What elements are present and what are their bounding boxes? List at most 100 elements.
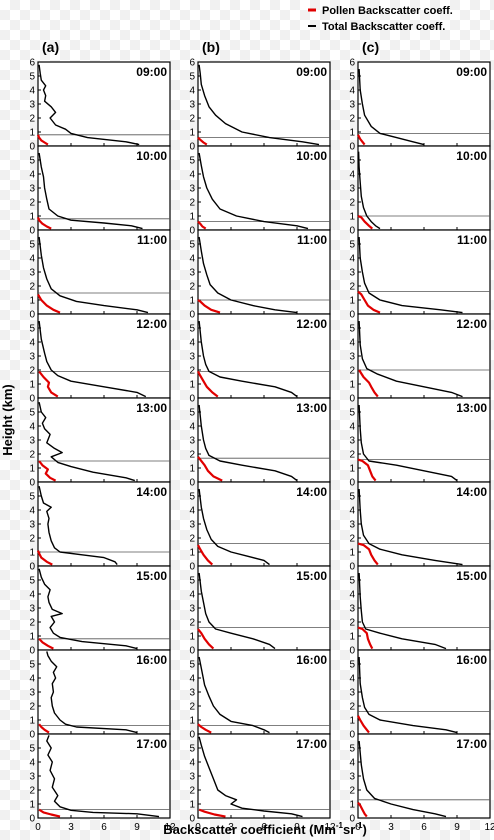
y-tick-label: 4 bbox=[29, 674, 35, 685]
pollen-backscatter-line bbox=[197, 723, 212, 734]
y-tick-label: 3 bbox=[29, 436, 35, 447]
y-tick-label: 3 bbox=[189, 688, 195, 699]
y-tick-label: 2 bbox=[29, 450, 35, 461]
y-tick-label: 4 bbox=[349, 254, 355, 265]
pollen-backscatter-line bbox=[38, 460, 57, 482]
y-tick-label: 2 bbox=[29, 702, 35, 713]
panel-b-1000: 0 1 2 3 4 5 10:00 bbox=[189, 145, 331, 237]
y-tick-label: 2 bbox=[189, 786, 195, 797]
y-tick-label: 1 bbox=[349, 800, 355, 811]
y-tick-label: 3 bbox=[189, 436, 195, 447]
y-tick-label: 1 bbox=[349, 548, 355, 559]
y-tick-label: 0 bbox=[189, 730, 195, 741]
panel-frame bbox=[197, 565, 331, 651]
total-backscatter-line bbox=[46, 735, 160, 818]
y-tick-label: 1 bbox=[189, 548, 195, 559]
y-tick-label: 5 bbox=[189, 660, 195, 671]
x-tick-label: 9 bbox=[454, 822, 460, 833]
total-backscatter-line bbox=[198, 572, 276, 650]
x-tick-label: 6 bbox=[261, 822, 267, 833]
panel-a-1300: 0 1 2 3 4 5 13:00 bbox=[29, 397, 171, 489]
x-axis-title: Backscatter coefficient (Mm-1sr-1) bbox=[163, 821, 367, 837]
total-backscatter-line bbox=[198, 320, 298, 398]
y-tick-label: 5 bbox=[29, 744, 35, 755]
y-tick-label: 1 bbox=[349, 716, 355, 727]
time-label: 11:00 bbox=[297, 233, 327, 247]
pollen-backscatter-line bbox=[38, 808, 61, 818]
time-label: 14:00 bbox=[296, 485, 327, 499]
y-tick-label: 0 bbox=[29, 142, 35, 153]
y-tick-label: 2 bbox=[29, 114, 35, 125]
y-tick-label: 4 bbox=[349, 422, 355, 433]
x-axis-title-sup2: -1 bbox=[355, 821, 363, 830]
time-label: 12:00 bbox=[136, 317, 167, 331]
y-tick-label: 2 bbox=[349, 198, 355, 209]
x-tick-label: 12 bbox=[484, 822, 494, 833]
y-tick-label: 2 bbox=[349, 114, 355, 125]
y-tick-label: 0 bbox=[189, 814, 195, 825]
panel-frame bbox=[37, 733, 171, 819]
y-axis-title: Height (km) bbox=[0, 384, 15, 456]
y-tick-label: 1 bbox=[29, 464, 35, 475]
y-tick-label: 2 bbox=[29, 366, 35, 377]
y-tick-label: 5 bbox=[189, 72, 195, 83]
panel-a-1200: 0 1 2 3 4 5 12:00 bbox=[29, 313, 171, 405]
panel-c-1600: 0 1 2 3 4 5 16:00 bbox=[349, 649, 491, 741]
x-tick-label: 0 bbox=[195, 822, 201, 833]
panel-frame bbox=[357, 313, 491, 399]
time-label: 16:00 bbox=[456, 653, 487, 667]
y-tick-label: 5 bbox=[189, 408, 195, 419]
y-tick-label: 4 bbox=[29, 170, 35, 181]
total-backscatter-line bbox=[38, 152, 143, 230]
y-tick-label: 6 bbox=[189, 58, 195, 69]
panel-label-b: (b) bbox=[202, 39, 220, 55]
y-tick-label: 4 bbox=[189, 590, 195, 601]
y-tick-label: 4 bbox=[29, 86, 35, 97]
y-tick-label: 4 bbox=[29, 254, 35, 265]
panel-frame bbox=[37, 229, 171, 315]
pollen-backscatter-line bbox=[357, 626, 374, 650]
time-label: 15:00 bbox=[456, 569, 487, 583]
y-tick-label: 3 bbox=[349, 100, 355, 111]
panel-frame bbox=[37, 61, 171, 147]
time-label: 14:00 bbox=[456, 485, 487, 499]
y-tick-label: 5 bbox=[349, 744, 355, 755]
y-tick-label: 0 bbox=[349, 646, 355, 657]
y-tick-label: 0 bbox=[349, 730, 355, 741]
y-tick-label: 2 bbox=[189, 366, 195, 377]
y-tick-label: 5 bbox=[189, 744, 195, 755]
panel-frame bbox=[37, 397, 171, 483]
legend: Pollen Backscatter coeff. Total Backscat… bbox=[308, 5, 453, 33]
y-tick-label: 5 bbox=[29, 492, 35, 503]
total-backscatter-line bbox=[38, 236, 149, 314]
y-tick-label: 2 bbox=[349, 366, 355, 377]
y-tick-label: 4 bbox=[349, 338, 355, 349]
y-tick-label: 4 bbox=[29, 590, 35, 601]
y-tick-label: 5 bbox=[349, 492, 355, 503]
y-tick-label: 2 bbox=[29, 618, 35, 629]
panel-a-0900: 0 1 2 3 4 5 6 09:00 bbox=[29, 58, 171, 153]
y-tick-label: 2 bbox=[349, 534, 355, 545]
legend-pollen-label: Pollen Backscatter coeff. bbox=[322, 5, 453, 17]
time-label: 09:00 bbox=[456, 65, 487, 79]
y-tick-label: 1 bbox=[29, 296, 35, 307]
y-tick-label: 3 bbox=[29, 268, 35, 279]
total-backscatter-line bbox=[198, 656, 270, 734]
y-tick-label: 1 bbox=[189, 464, 195, 475]
y-tick-label: 2 bbox=[189, 618, 195, 629]
y-tick-label: 4 bbox=[349, 86, 355, 97]
y-tick-label: 2 bbox=[29, 786, 35, 797]
total-backscatter-line bbox=[46, 651, 138, 734]
y-tick-label: 4 bbox=[349, 590, 355, 601]
y-tick-label: 5 bbox=[29, 660, 35, 671]
pollen-backscatter-line bbox=[197, 220, 207, 230]
time-label: 14:00 bbox=[136, 485, 167, 499]
y-tick-label: 3 bbox=[189, 268, 195, 279]
pollen-backscatter-line bbox=[357, 715, 370, 734]
y-tick-label: 5 bbox=[29, 240, 35, 251]
y-tick-label: 5 bbox=[189, 576, 195, 587]
panel-b-1200: 0 1 2 3 4 5 12:00 bbox=[189, 313, 331, 405]
